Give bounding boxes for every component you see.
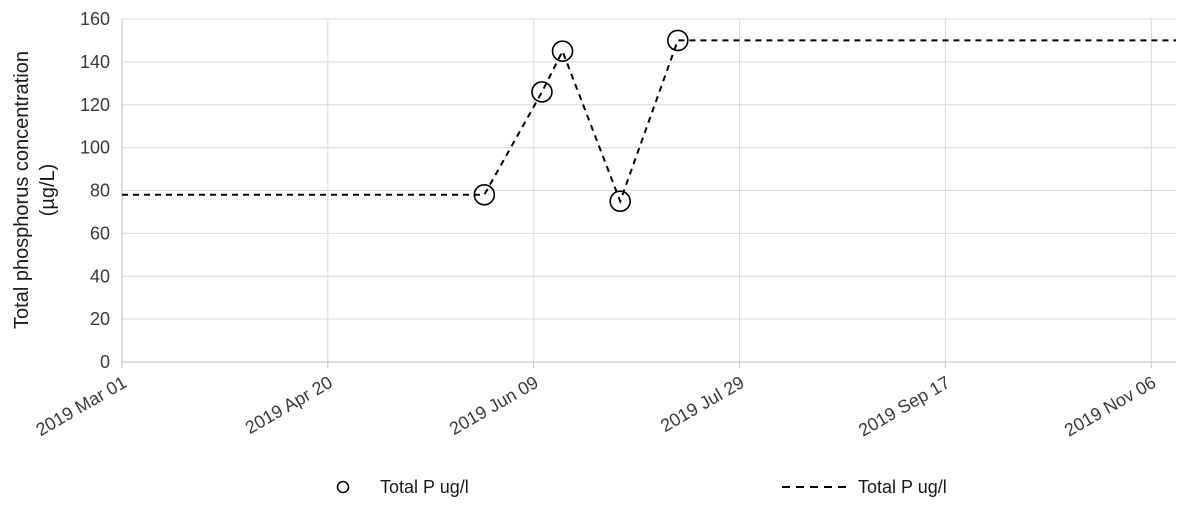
y-tick-label: 160: [80, 9, 110, 29]
legend-label: Total P ug/l: [380, 477, 469, 497]
y-tick-labels: 0 20 40 60 80 100 120 140 160: [80, 9, 110, 372]
x-tick-label: 2019 Nov 06: [1061, 372, 1159, 440]
series-group: [122, 29, 1176, 213]
legend: Total P ug/l Total P ug/l: [336, 477, 947, 497]
y-axis-title: Total phosphorus concentration (µg/L): [11, 51, 59, 329]
data-point-total-p: [473, 183, 496, 206]
y-tick-label: 20: [90, 309, 110, 329]
data-point-total-p: [531, 81, 553, 103]
data-point-total-p: [609, 190, 631, 213]
y-axis-title-line: (µg/L): [37, 164, 59, 217]
gridlines: [122, 18, 1176, 362]
y-axis-title-line: Total phosphorus concentration: [11, 51, 33, 329]
y-tick-label: 0: [100, 352, 110, 372]
x-tick-label: 2019 Jul 29: [657, 372, 748, 436]
data-point-total-p: [551, 40, 574, 62]
y-tick-label: 60: [90, 223, 110, 243]
data-point-total-p: [667, 29, 689, 52]
y-tick-label: 80: [90, 181, 110, 201]
y-tick-label: 140: [80, 52, 110, 72]
axes: [121, 19, 1176, 368]
x-tick-label: 2019 Jun 09: [446, 372, 542, 439]
legend-marker-circle-icon: [336, 480, 350, 494]
series-line-total-p: [122, 39, 1176, 205]
x-tick-labels: 2019 Mar 01 2019 Apr 20 2019 Jun 09 2019 Ju…: [32, 372, 1159, 440]
x-tick-label: 2019 Sep 17: [855, 372, 953, 440]
legend-label: Total P ug/l: [858, 477, 947, 497]
y-tick-label: 100: [80, 138, 110, 158]
y-tick-label: 120: [80, 95, 110, 115]
x-tick-label: 2019 Mar 01: [32, 372, 130, 440]
y-tick-label: 40: [90, 266, 110, 286]
x-tick-label: 2019 Apr 20: [242, 372, 336, 438]
